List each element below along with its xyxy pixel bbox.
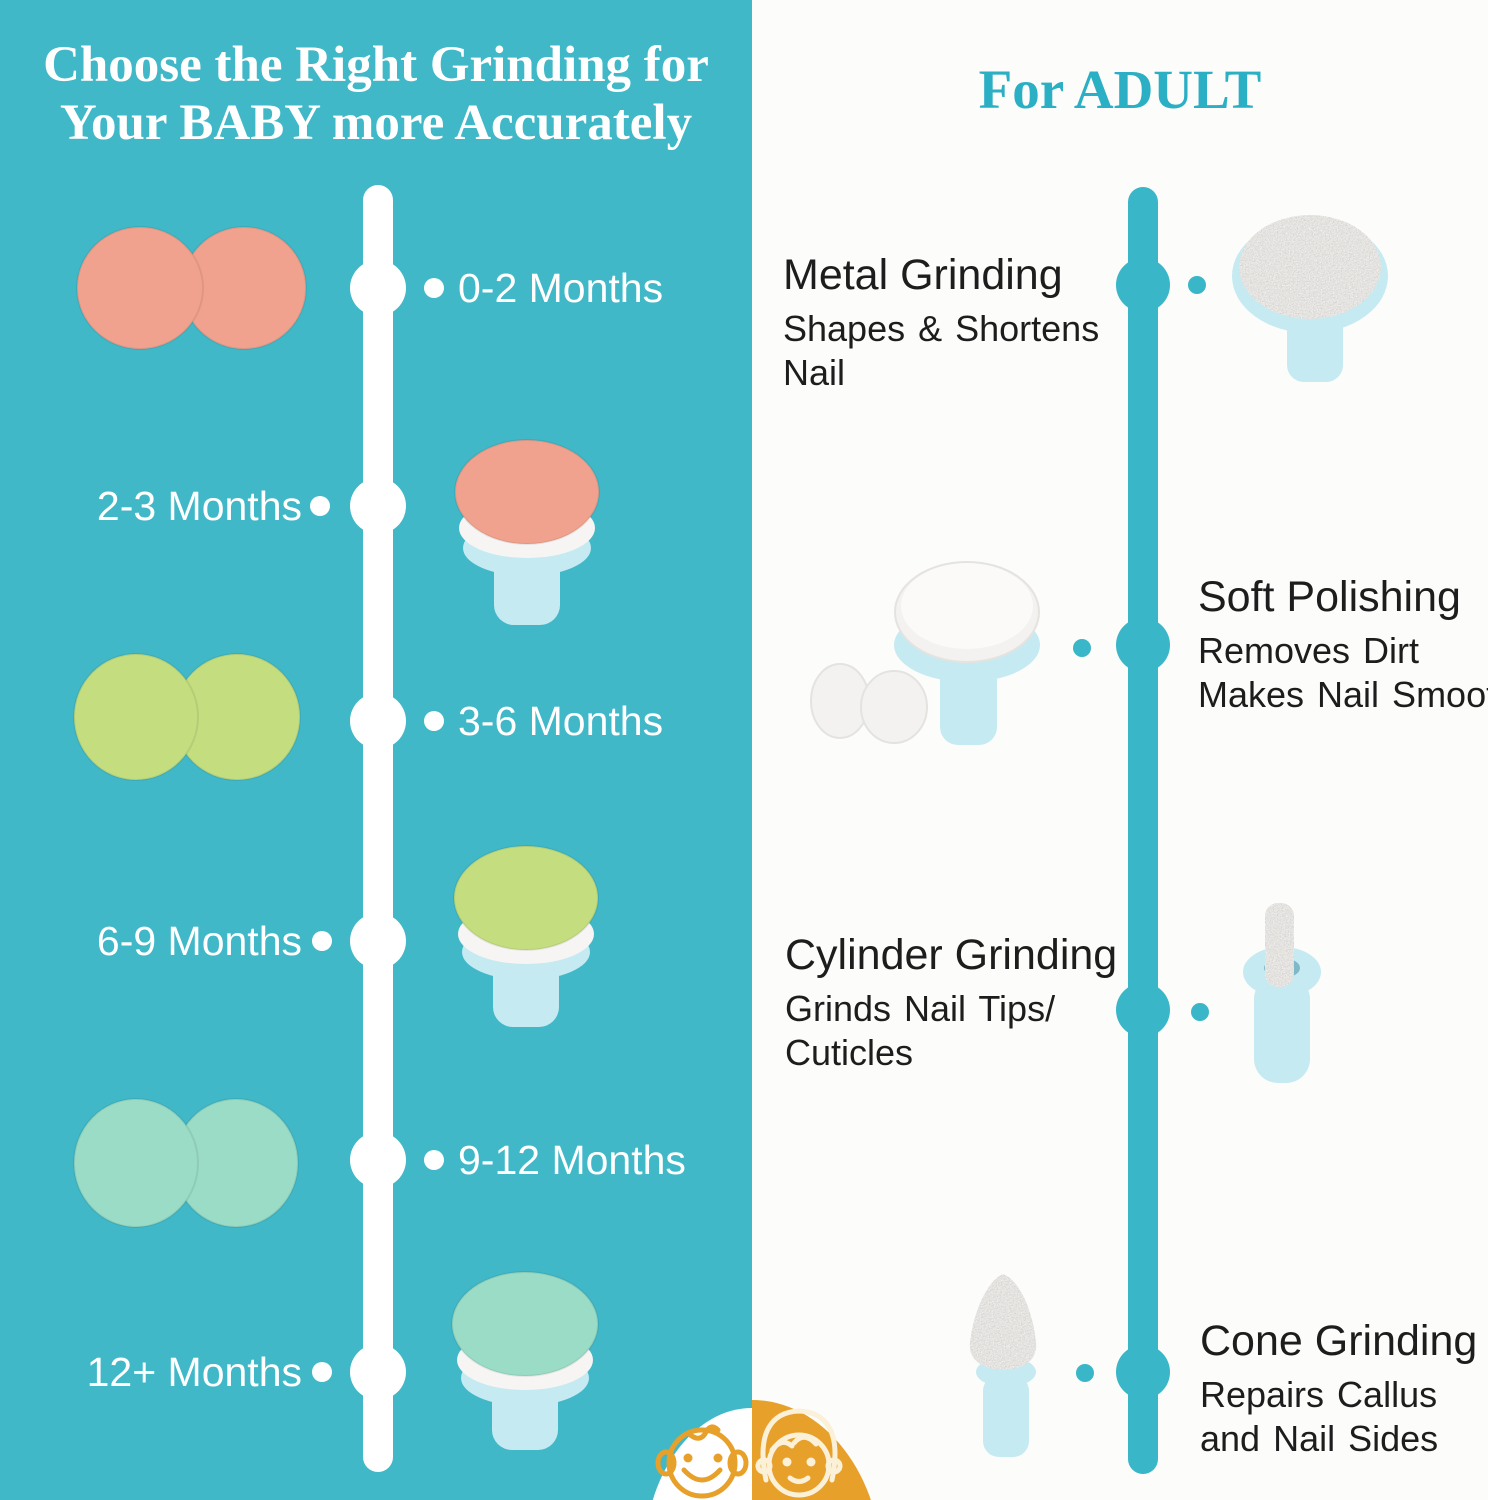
adult-timeline-bar [1128,187,1158,1474]
baby-title: Choose the Right Grinding for Your BABY … [0,36,752,152]
timeline-node-cylinder [1116,983,1170,1037]
bullet-soft [1073,639,1091,657]
timeline-node-12plus [350,1344,406,1400]
bullet-2-3 [310,496,330,516]
timeline-node-soft [1116,618,1170,672]
timeline-node-3-6 [350,693,406,749]
timeline-node-9-12 [350,1132,406,1188]
age-label-3-6: 3-6 Months [458,698,664,744]
cone-grinding-block: Cone Grinding Repairs Callus and Nail Si… [1200,1316,1477,1461]
age-label-12plus: 12+ Months [86,1349,302,1395]
bullet-3-6 [424,711,444,731]
bullet-cylinder [1191,1003,1209,1021]
baby-title-line1: Choose the Right Grinding for [43,37,709,93]
soft-polishing-desc1: Removes Dirt [1198,630,1420,671]
soft-polishing-title: Soft Polishing [1198,573,1461,621]
cone-grinding-title: Cone Grinding [1200,1317,1478,1365]
baby-title-line2: Your BABY more Accurately [59,95,693,151]
soft-polishing-desc2: Makes Nail Smooth [1198,674,1488,715]
timeline-node-2-3 [350,478,406,534]
timeline-node-0-2 [350,260,406,316]
baby-timeline-bar [363,185,393,1472]
age-label-2-3: 2-3 Months [96,483,302,529]
metal-grinding-desc1: Shapes & Shortens [783,308,1100,349]
soft-polishing-block: Soft Polishing Removes Dirt Makes Nail S… [1198,572,1488,717]
age-label-0-2: 0-2 Months [458,265,664,311]
adult-panel [752,0,1488,1500]
bullet-12plus [312,1362,332,1382]
bullet-0-2 [424,278,444,298]
cylinder-grinding-block: Cylinder Grinding Grinds Nail Tips/ Cuti… [785,930,1117,1075]
metal-grinding-title: Metal Grinding [783,251,1063,299]
timeline-node-6-9 [350,913,406,969]
bullet-cone [1076,1364,1094,1382]
bullet-9-12 [424,1150,444,1170]
cylinder-grinding-desc2: Cuticles [785,1032,914,1073]
cone-grinding-desc2: and Nail Sides [1200,1418,1439,1459]
metal-grinding-block: Metal Grinding Shapes & Shortens Nail [783,250,1099,395]
timeline-node-metal [1116,258,1170,312]
cone-grinding-desc1: Repairs Callus [1200,1374,1438,1415]
bullet-metal [1188,276,1206,294]
cylinder-grinding-title: Cylinder Grinding [785,931,1118,979]
cylinder-grinding-desc1: Grinds Nail Tips/ [785,988,1056,1029]
timeline-node-cone [1116,1345,1170,1399]
age-label-6-9: 6-9 Months [96,918,302,964]
age-label-9-12: 9-12 Months [458,1137,686,1183]
adult-title: For ADULT [978,59,1262,120]
metal-grinding-desc2: Nail [783,352,846,393]
bullet-6-9 [312,931,332,951]
